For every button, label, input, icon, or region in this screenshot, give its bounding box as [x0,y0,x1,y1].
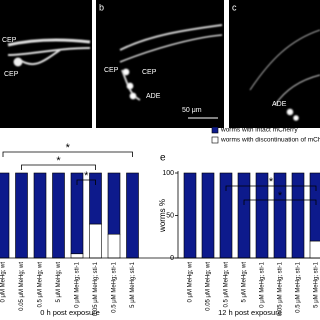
y-tick-label: 100 [162,170,174,177]
panel-letter: e [160,153,166,164]
panel-a [0,0,92,128]
bar-segment [15,172,28,259]
panel-letter: b [99,2,104,12]
bar-segment [33,172,47,259]
significance-star: * [56,155,61,167]
bar-segment [89,223,102,259]
x-tick-label: 0.05 μM MeHg; wt [19,262,25,311]
chart-title: 0 h post exposure [40,308,100,317]
legend-label: worms with intact mCherry [220,127,298,134]
x-tick-label: 0.5 μM MeHg; wt [38,262,44,308]
bar-segment [89,172,102,225]
significance-star: * [66,142,71,154]
y-tick-label: 0 [170,255,174,262]
neuron-label: CEP [142,69,157,76]
significance-bracket [76,179,96,185]
bar-segment [70,172,84,255]
x-tick-label: 0.05 μM MeHg; wt [206,262,212,311]
x-tick-label: 0.5 μM MeHg; wt [224,262,230,308]
neuron-label: CEP [4,71,19,78]
bar-segment [107,233,121,259]
x-tick-label: 0.05 μM MeHg; sti-1 [278,261,284,316]
x-tick-label: 5 μM MeHg; sti-1 [130,261,136,307]
x-tick-label: 0 μM MeHg; wt [1,262,7,303]
legend-label: worms with discontinuation of mCherry [220,137,320,144]
x-tick-label: 0 μM MeHg; sti-1 [260,261,266,307]
bar-segment [52,172,65,259]
neuron-label: CEP [2,37,17,44]
neuron-label: ADE [146,93,161,100]
bar-segment [309,172,320,242]
x-tick-label: 5 μM MeHg; wt [56,262,62,303]
neuron-label: CEP [104,67,119,74]
bar-segment [0,172,10,259]
panel-b [96,0,224,128]
chart-title: 12 h post exposure [218,308,282,317]
x-tick-label: 5 μM MeHg; wt [242,262,248,303]
panel-c [229,0,320,128]
neurons-a [7,38,91,67]
neuron-label: ADE [272,101,287,108]
legend-swatch [211,126,219,134]
bar-segment [201,172,215,259]
significance-star: * [269,176,274,188]
legend-swatch [211,136,219,144]
bar-segment [107,172,121,235]
y-tick-label: 50 [166,212,174,219]
x-tick-label: 0 μM MeHg; wt [188,262,194,303]
scale-label: 50 μm [182,107,202,114]
significance-bracket [225,185,317,191]
x-tick-label: 0.5 μM MeHg; sti-1 [112,261,118,312]
neurons-b [119,24,223,101]
bar-segment [309,240,320,259]
bar-segment [126,172,139,259]
significance-bracket [21,164,96,170]
neurons-c [249,29,320,121]
significance-bracket [243,199,317,205]
x-tick-label: 0.5 μM MeHg; sti-1 [296,261,302,312]
x-tick-label: 0.05 μM MeHg; sti-1 [93,261,99,316]
significance-bracket [2,151,133,157]
significance-star: * [278,190,283,202]
bar-segment [183,172,197,259]
bar-segment [70,253,84,259]
y-axis-label: worms % [158,199,167,233]
significance-star: * [84,170,89,182]
x-tick-label: 5 μM MeHg; sti-1 [314,261,320,307]
x-tick-label: 0 μM MeHg; sti-1 [75,261,81,307]
panel-letter: c [232,2,237,12]
